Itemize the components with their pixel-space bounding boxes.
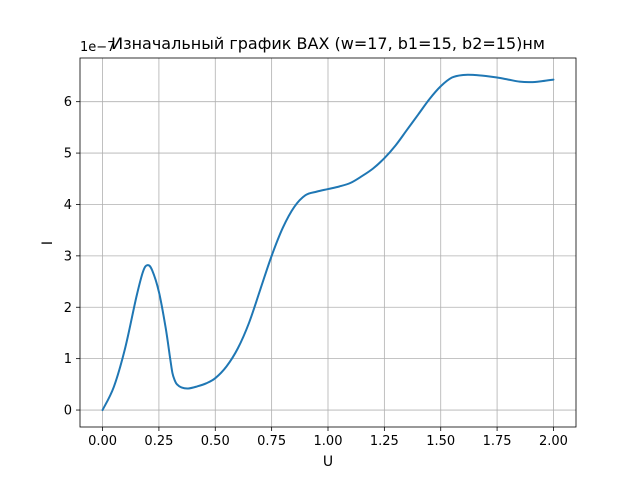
x-tick-label: 0.75 bbox=[257, 434, 286, 449]
y-scale-offset-label: 1e−7 bbox=[80, 40, 115, 55]
chart-title: Изначальный график ВАХ (w=17, b1=15, b2=… bbox=[111, 34, 545, 53]
x-tick-label: 1.25 bbox=[370, 434, 399, 449]
y-axis-label: I bbox=[40, 241, 56, 245]
y-tick-label: 3 bbox=[64, 249, 72, 264]
series-line bbox=[101, 73, 555, 412]
y-tick-label: 1 bbox=[64, 352, 72, 367]
y-tick-label: 2 bbox=[64, 301, 72, 316]
y-tick-label: 0 bbox=[64, 404, 72, 419]
y-tick-label: 6 bbox=[64, 95, 72, 110]
ticks: 0.00 0.25 0.50 0.75 1.00 1.25 1.50 1.75 2.00 0 1 2 3… bbox=[64, 95, 568, 449]
y-tick-label: 4 bbox=[64, 198, 72, 213]
x-tick-label: 2.00 bbox=[539, 434, 568, 449]
x-tick-label: 1.75 bbox=[483, 434, 512, 449]
x-tick-label: 1.50 bbox=[426, 434, 455, 449]
x-tick-label: 0.00 bbox=[88, 434, 117, 449]
y-tick-label: 5 bbox=[64, 147, 72, 162]
x-tick-label: 0.25 bbox=[144, 434, 173, 449]
x-tick-label: 1.00 bbox=[314, 434, 343, 449]
x-tick-label: 0.50 bbox=[201, 434, 230, 449]
x-axis-label: U bbox=[323, 454, 333, 470]
plot-lines bbox=[101, 73, 555, 412]
